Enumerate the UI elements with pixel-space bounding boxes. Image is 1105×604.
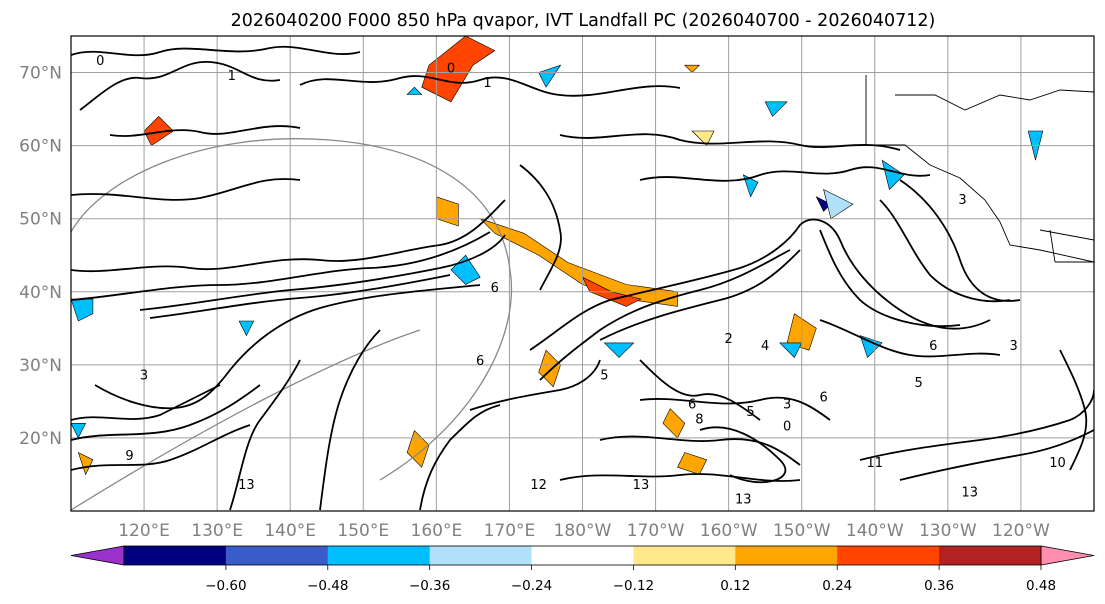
- lon-tick-label: 140°E: [264, 521, 316, 541]
- colorbar-tick-label: 0.12: [720, 578, 750, 594]
- anomaly-region-9: [406, 430, 430, 468]
- latitude-axis: 20°N 30°N 40°N 50°N 60°N 70°N: [19, 64, 62, 449]
- contour-label: 0: [96, 54, 104, 69]
- lat-tick-label: 20°N: [19, 429, 62, 449]
- contour-label: 5: [914, 376, 922, 391]
- contour-label: 13: [962, 485, 979, 500]
- contour-label: 6: [819, 390, 827, 405]
- lon-tick-label: 120°W: [992, 521, 1050, 541]
- contour-label: 6: [688, 398, 696, 413]
- contour-label: 11: [867, 456, 884, 471]
- contour-label: 4: [761, 339, 769, 354]
- anomaly-region-0: [421, 36, 496, 103]
- lon-tick-label: 170°W: [627, 521, 685, 541]
- anomaly-region-15: [406, 86, 423, 95]
- colorbar-bin: [837, 546, 940, 565]
- lat-tick-label: 40°N: [19, 283, 62, 303]
- anomaly-region-17: [881, 159, 905, 191]
- contour-label: 9: [125, 449, 133, 464]
- colorbar-tick-label: 0.24: [822, 578, 852, 594]
- colorbar-bin: [429, 546, 533, 565]
- lon-tick-label: 140°W: [846, 521, 904, 541]
- anomaly-region-14: [538, 64, 562, 88]
- anomaly-region-23: [823, 188, 854, 220]
- colorbar-tick-label: −0.36: [409, 578, 450, 594]
- coastlines: [865, 75, 1094, 263]
- anomaly-region-20: [603, 342, 635, 358]
- contour-label: 3: [1009, 339, 1017, 354]
- lon-tick-label: 170°E: [484, 521, 536, 541]
- colorbar-bin: [531, 546, 634, 565]
- gridlines: [71, 36, 1094, 511]
- anomaly-region-12: [691, 130, 715, 147]
- colorbar-tick-label: −0.24: [511, 578, 552, 594]
- map-frame: [70, 35, 1095, 512]
- colorbar-extend-high: [1040, 545, 1095, 566]
- anomaly-region-3: [581, 276, 642, 307]
- contour-label: 3: [783, 398, 791, 413]
- anomaly-region-11: [684, 64, 701, 73]
- lon-tick-label: 160°W: [700, 521, 758, 541]
- colorbar-bin: [327, 546, 431, 565]
- colorbar-bin: [735, 546, 838, 565]
- colorbar-bin: [225, 546, 329, 565]
- contour-label: 0: [447, 62, 455, 77]
- anomaly-region-2: [479, 218, 678, 307]
- colorbar-tick-label: −0.60: [205, 578, 246, 594]
- colorbar-bin: [633, 546, 736, 565]
- contour-label: 5: [746, 405, 754, 420]
- contour-label: 2: [725, 332, 733, 347]
- colorbar-bin: [939, 546, 1042, 565]
- colorbar-tick-label: −0.48: [307, 578, 348, 594]
- lon-tick-label: 150°E: [337, 521, 389, 541]
- contour-label: 6: [491, 281, 499, 296]
- contour-label: 10: [1049, 456, 1066, 471]
- anomaly-region-18: [779, 342, 803, 359]
- colorbar: −0.60 −0.48 −0.36 −0.24 −0.12 0.12 0.24 0.36 0.4…: [70, 545, 1095, 594]
- contour-label: 8: [695, 412, 703, 427]
- moisture-contours: [71, 45, 1094, 511]
- contour-label: 1: [483, 76, 491, 91]
- lon-tick-label: 160°E: [411, 521, 463, 541]
- lon-tick-label: 150°W: [773, 521, 831, 541]
- lon-tick-label: 180°W: [554, 521, 612, 541]
- contour-label: 3: [140, 368, 148, 383]
- colorbar-tick-label: −0.12: [613, 578, 654, 594]
- colorbar-frame: [123, 545, 1042, 566]
- contour-label: 12: [530, 478, 547, 493]
- colorbar-tick-label: 0.36: [924, 578, 954, 594]
- colorbar-tick-label: 0.48: [1026, 578, 1056, 594]
- lat-tick-label: 30°N: [19, 356, 62, 376]
- lon-tick-label: 130°W: [919, 521, 977, 541]
- contour-label: 5: [600, 368, 608, 383]
- lon-tick-label: 120°E: [118, 521, 170, 541]
- contour-label: 6: [476, 354, 484, 369]
- anomaly-region-25: [238, 320, 255, 337]
- contour-label: 13: [735, 493, 752, 508]
- contour-label: 13: [633, 478, 650, 493]
- anomaly-region-26: [71, 422, 87, 439]
- contour-label: 3: [958, 193, 966, 208]
- lat-tick-label: 70°N: [19, 64, 62, 84]
- contour-label: 13: [238, 478, 255, 493]
- longitude-axis: 120°E 130°E 140°E 150°E 160°E 170°E 180°W 170°W…: [118, 521, 1050, 541]
- colorbar-extend-low: [70, 545, 125, 566]
- lon-tick-label: 130°E: [191, 521, 243, 541]
- anomaly-region-22: [815, 196, 832, 212]
- contour-label: 0: [783, 420, 791, 435]
- lat-tick-label: 50°N: [19, 210, 62, 230]
- chart-title: 2026040200 F000 850 hPa qvapor, IVT Land…: [231, 11, 936, 31]
- anomaly-region-27: [764, 101, 788, 117]
- great-circle-arcs: [71, 138, 513, 511]
- colorbar-bin: [124, 546, 227, 565]
- contour-label: 1: [228, 69, 236, 84]
- contour-label: 6: [929, 339, 937, 354]
- lat-tick-label: 60°N: [19, 137, 62, 157]
